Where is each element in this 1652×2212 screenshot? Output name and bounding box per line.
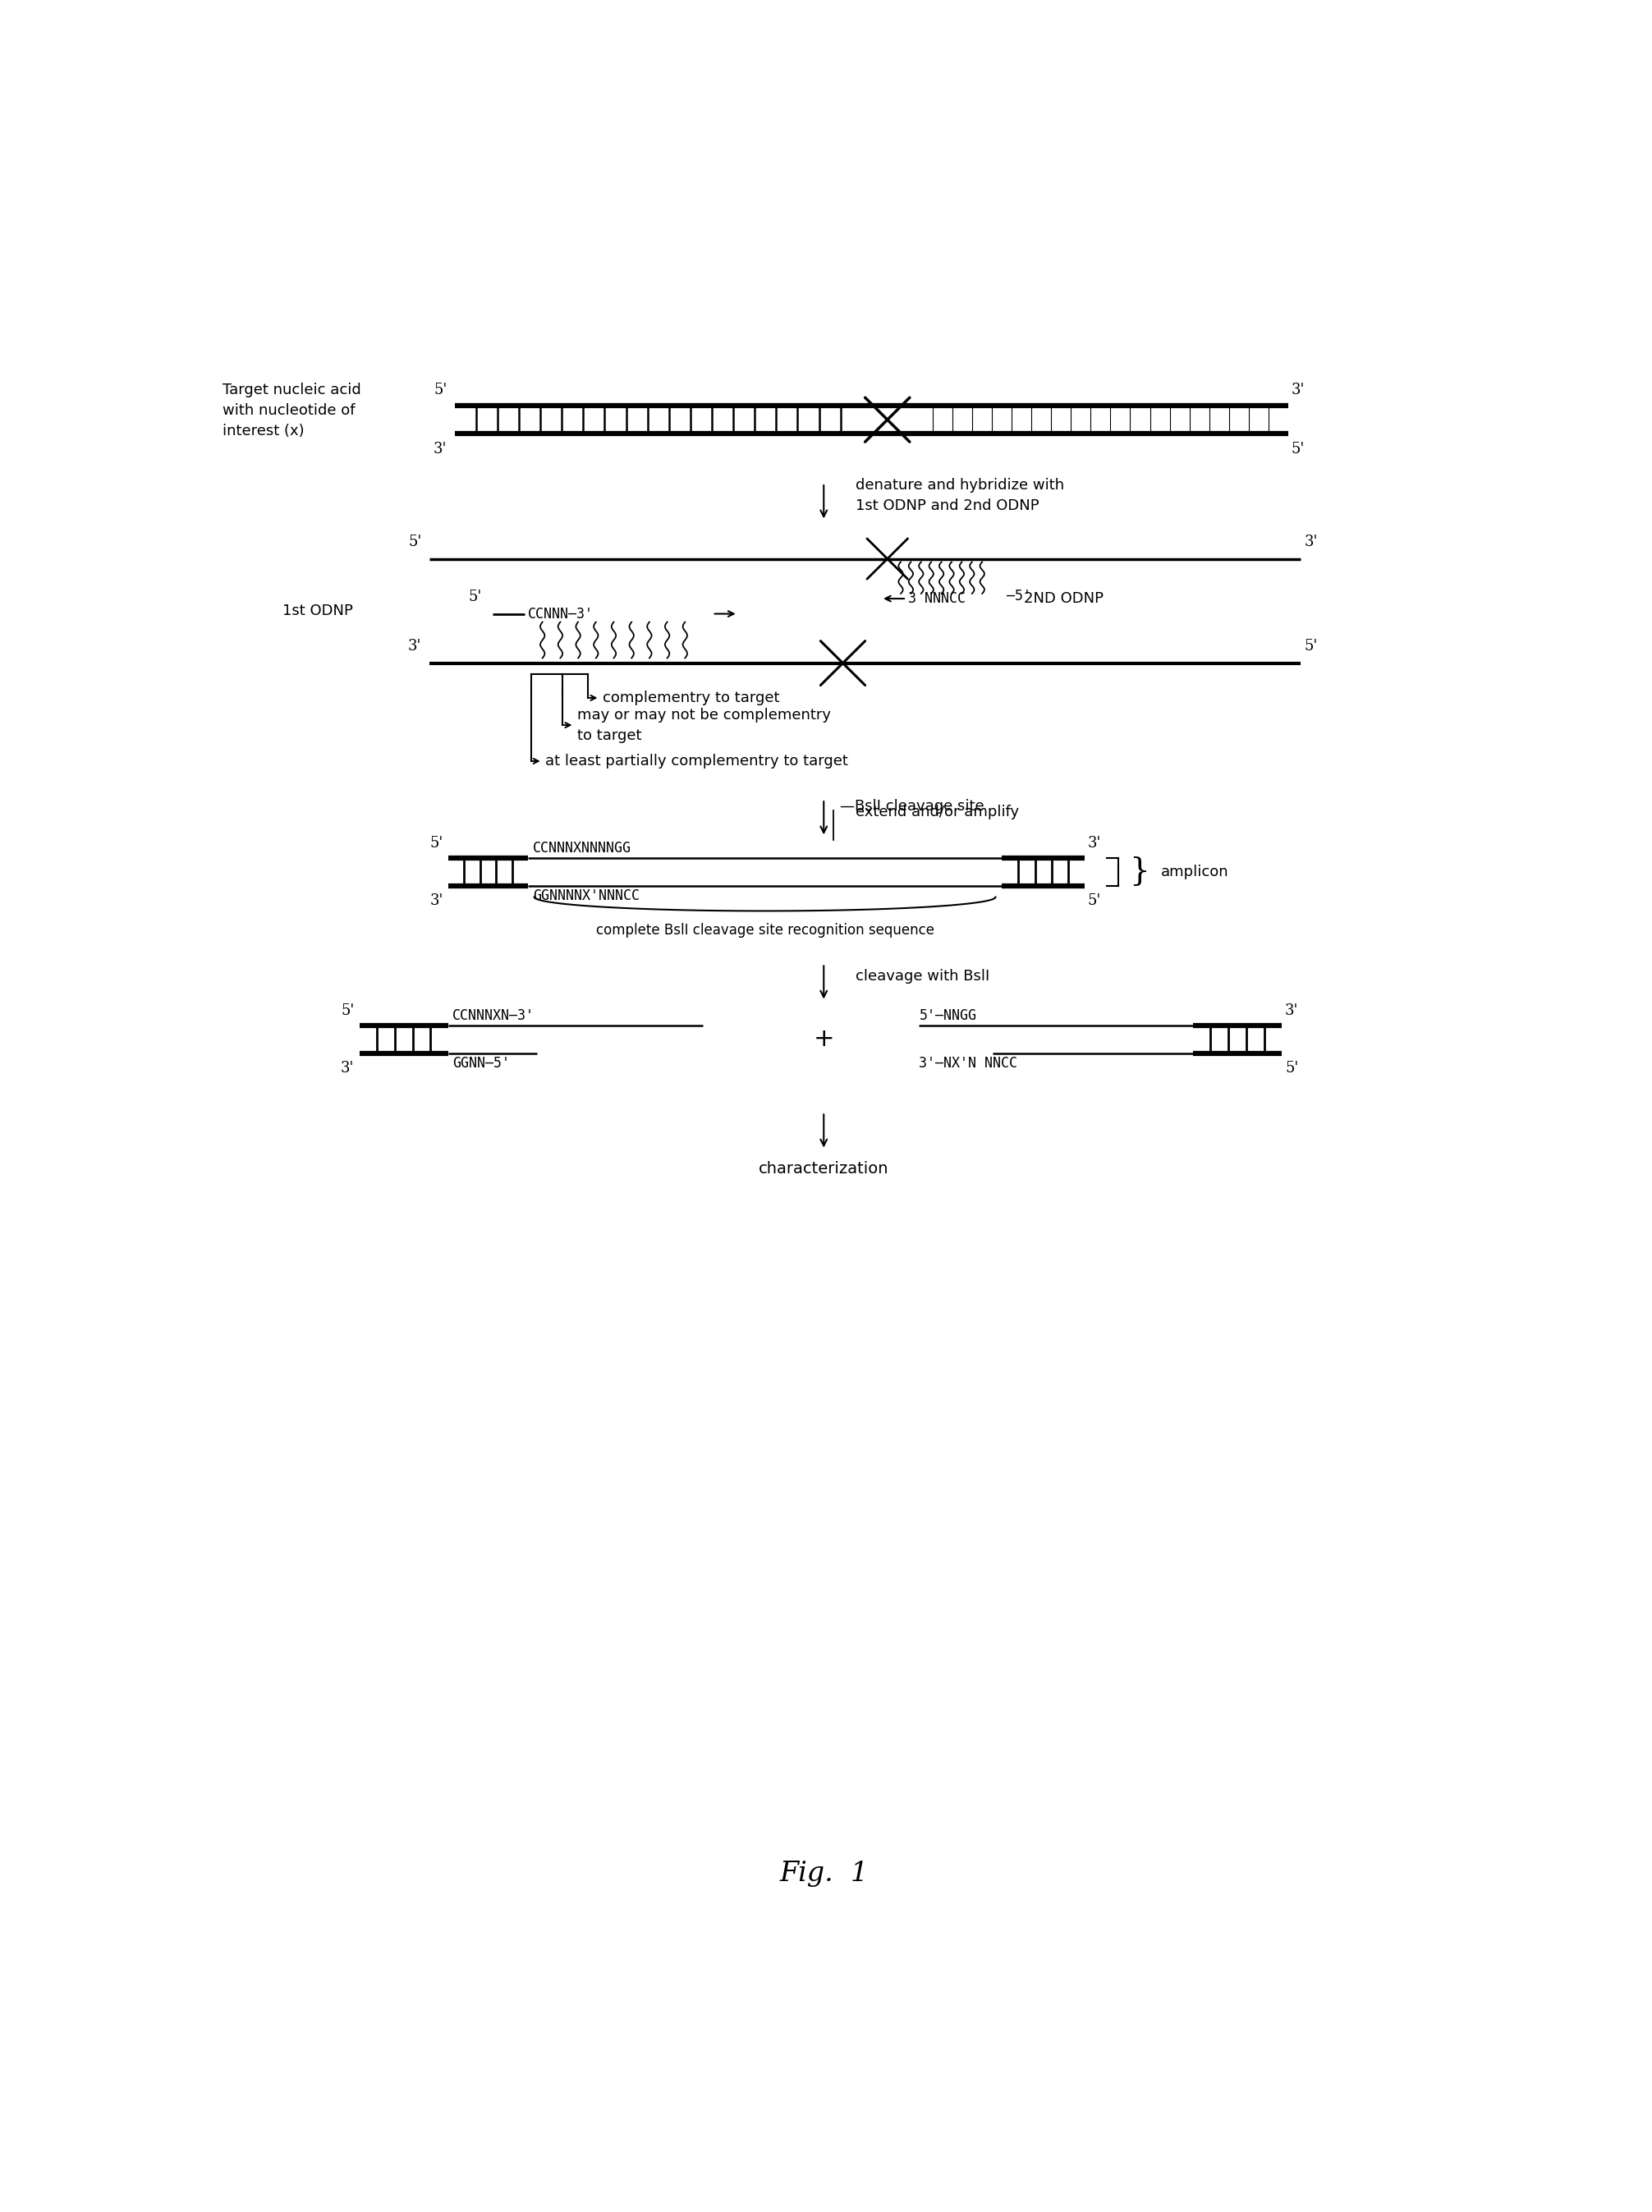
Text: —5': —5' — [1008, 588, 1031, 604]
Text: 5': 5' — [430, 836, 443, 849]
Text: 3': 3' — [430, 894, 443, 909]
Text: characterization: characterization — [758, 1161, 889, 1177]
Text: may or may not be complementry
to target: may or may not be complementry to target — [577, 708, 831, 743]
Text: 3': 3' — [408, 639, 421, 653]
Text: 5': 5' — [408, 535, 421, 549]
Text: 5': 5' — [434, 383, 448, 398]
Text: 3': 3' — [433, 442, 448, 456]
Text: Fig.  1: Fig. 1 — [780, 1860, 869, 1887]
Text: 3': 3' — [1292, 383, 1305, 398]
Text: complete BslI cleavage site recognition sequence: complete BslI cleavage site recognition … — [596, 922, 933, 938]
Text: extend and/or amplify: extend and/or amplify — [856, 805, 1019, 818]
Text: cleavage with BslI: cleavage with BslI — [856, 969, 990, 984]
Text: 3': 3' — [1087, 836, 1102, 849]
Text: 3': 3' — [1285, 1002, 1298, 1018]
Text: CCNNN—3': CCNNN—3' — [529, 606, 593, 622]
Text: CCNNNXN—3': CCNNNXN—3' — [453, 1009, 534, 1022]
Text: Target nucleic acid
with nucleotide of
interest (x): Target nucleic acid with nucleotide of i… — [223, 383, 362, 438]
Text: 5': 5' — [1285, 1062, 1298, 1075]
Text: 5': 5' — [1087, 894, 1102, 909]
Text: 2ND ODNP: 2ND ODNP — [1024, 591, 1104, 606]
Text: —BslI cleavage site: —BslI cleavage site — [839, 799, 985, 814]
Text: 3'—NX'N NNCC: 3'—NX'N NNCC — [919, 1055, 1018, 1071]
Text: 5': 5' — [1292, 442, 1305, 456]
Text: 3': 3' — [1303, 535, 1318, 549]
Text: }: } — [1130, 856, 1150, 887]
Text: +: + — [813, 1026, 834, 1051]
Text: 5': 5' — [340, 1002, 354, 1018]
Text: 1st ODNP: 1st ODNP — [282, 604, 354, 617]
Text: denature and hybridize with
1st ODNP and 2nd ODNP: denature and hybridize with 1st ODNP and… — [856, 478, 1064, 513]
Text: GGNN—5': GGNN—5' — [453, 1055, 509, 1071]
Text: 5': 5' — [1303, 639, 1318, 653]
Text: 5'—NNGG: 5'—NNGG — [919, 1009, 976, 1022]
Text: complementry to target: complementry to target — [603, 690, 780, 706]
Text: 3 NNNCC: 3 NNNCC — [909, 591, 966, 606]
Text: 3': 3' — [340, 1062, 354, 1075]
Text: 5': 5' — [468, 591, 481, 604]
Text: at least partially complementry to target: at least partially complementry to targe… — [545, 754, 847, 768]
Text: amplicon: amplicon — [1161, 865, 1229, 878]
Text: CCNNNXNNNNGG: CCNNNXNNNNGG — [534, 841, 631, 856]
Text: GGNNNNX'NNNCC: GGNNNNX'NNNCC — [534, 889, 639, 902]
